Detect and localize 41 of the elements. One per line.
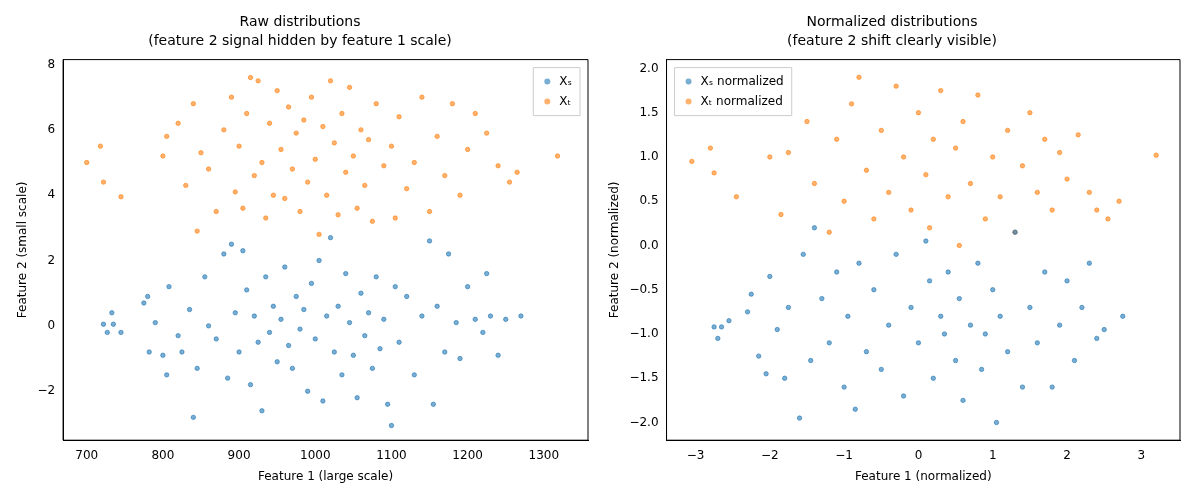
x-tick-label: −1 [835, 447, 853, 462]
x-tick-label: 1000 [299, 447, 331, 462]
legend-label: Xₛ normalized [700, 73, 784, 88]
x-tick-label: 700 [75, 447, 99, 462]
y-axis-title: Feature 2 (normalized) [607, 181, 622, 319]
y-tick-label: −2 [37, 383, 56, 398]
y-tick-label: 0.5 [639, 193, 659, 208]
x-tick-label: 1 [988, 447, 997, 462]
y-tick-label: −0.5 [629, 281, 659, 296]
y-axis-title: Feature 2 (small scale) [15, 181, 30, 319]
x-tick-label: 1100 [376, 447, 407, 462]
y-tick-label: 2 [47, 252, 56, 267]
y-tick-label: 2.0 [639, 60, 659, 75]
chart-subtitle: (feature 2 signal hidden by feature 1 scale) [148, 31, 452, 48]
chart-title: Raw distributions [239, 13, 361, 30]
x-tick-label: −3 [686, 447, 705, 462]
y-tick-label: 0.0 [639, 237, 659, 252]
x-axis-title: Feature 1 (normalized) [854, 468, 992, 483]
y-tick-label: −1.0 [629, 326, 659, 341]
y-tick-label: −2.0 [629, 414, 659, 429]
y-tick-label: 0 [47, 317, 56, 332]
x-tick-label: 2 [1063, 447, 1071, 462]
x-tick-label: −2 [760, 447, 779, 462]
x-tick-label: 900 [227, 447, 251, 462]
chart-title: Normalized distributions [806, 13, 978, 30]
y-tick-label: 1.5 [639, 104, 659, 119]
y-tick-label: 4 [47, 187, 56, 202]
y-tick-label: −1.5 [629, 370, 659, 385]
y-tick-label: 6 [47, 121, 56, 136]
y-tick-label: 8 [47, 56, 56, 71]
chart-subtitle: (feature 2 shift clearly visible) [787, 31, 997, 48]
x-tick-label: 0 [914, 447, 923, 462]
legend-label: Xₛ [559, 73, 573, 88]
legend-label: Xₜ normalized [700, 93, 783, 108]
x-tick-label: 1200 [452, 447, 483, 462]
x-tick-label: 800 [151, 447, 175, 462]
y-tick-label: 1.0 [639, 149, 659, 164]
legend-label: Xₜ [559, 93, 572, 108]
x-axis-title: Feature 1 (large scale) [257, 468, 394, 483]
x-tick-label: 3 [1137, 447, 1146, 462]
x-tick-label: 1300 [528, 447, 560, 462]
